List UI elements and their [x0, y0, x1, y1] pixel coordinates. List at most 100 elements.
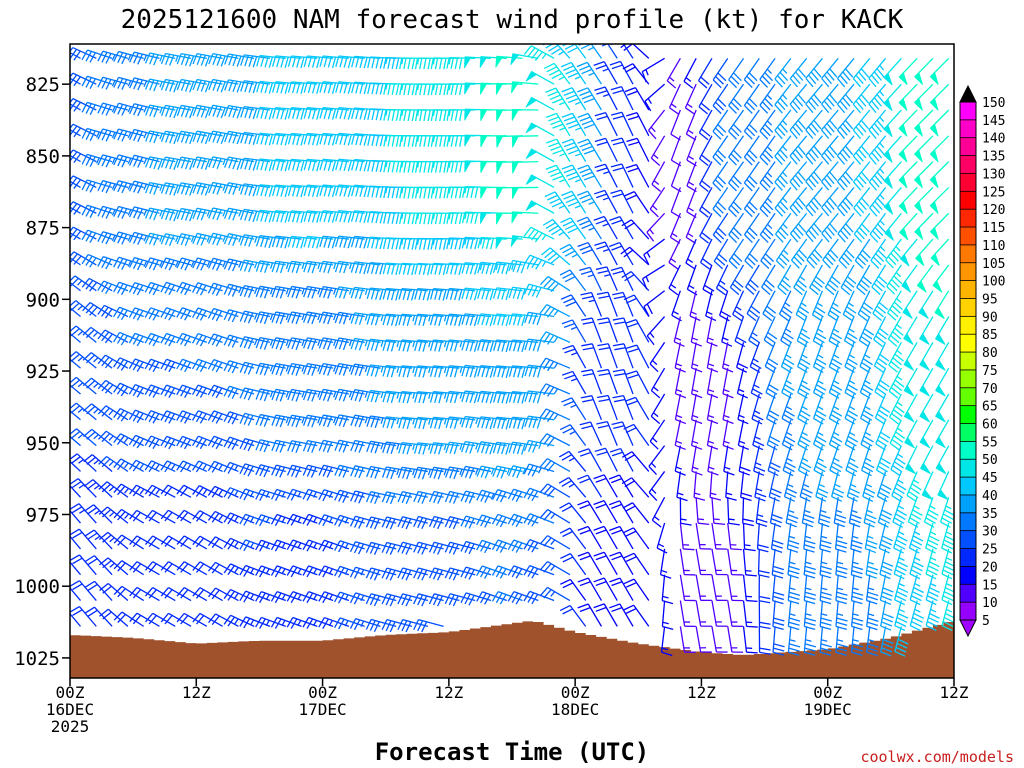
wind-barb	[286, 464, 318, 478]
wind-barb	[761, 264, 776, 296]
wind-barb	[129, 103, 160, 117]
wind-barb	[70, 484, 82, 498]
wind-barb	[334, 514, 365, 527]
wind-barb	[255, 362, 286, 376]
wind-barb	[223, 411, 255, 425]
wind-barb	[476, 489, 507, 503]
wind-barb	[414, 365, 444, 378]
wind-barb	[581, 369, 603, 395]
wind-barb	[445, 365, 476, 378]
wind-barb	[144, 257, 176, 271]
colorbar-label: 90	[982, 310, 998, 325]
wind-barb	[270, 591, 302, 604]
wind-barb	[223, 436, 255, 450]
wind-barb	[81, 229, 113, 244]
wind-barb	[577, 474, 603, 498]
wind-barb	[906, 471, 922, 503]
wind-barb	[160, 535, 192, 550]
wind-barb	[805, 212, 823, 243]
wind-barb	[625, 370, 650, 395]
wind-barb	[837, 212, 855, 243]
wind-barb	[562, 344, 587, 369]
colorbar-segment	[960, 244, 976, 264]
wind-barb	[666, 58, 681, 89]
wind-barb	[224, 130, 255, 145]
wind-barb	[286, 591, 318, 604]
wind-barb	[476, 441, 507, 455]
wind-barb	[542, 218, 571, 240]
wind-barb	[113, 50, 144, 65]
wind-barb	[144, 561, 176, 576]
wind-barb	[192, 52, 223, 67]
wind-barb	[774, 187, 792, 217]
wind-barb	[868, 109, 887, 139]
wind-barb	[145, 130, 176, 144]
wind-barb	[608, 500, 634, 524]
wind-barb	[577, 87, 603, 111]
wind-barb	[539, 383, 571, 397]
wind-barb	[742, 574, 758, 603]
wind-barb	[286, 488, 318, 501]
x-tick-label: 12Z	[687, 683, 716, 702]
wind-barb	[919, 367, 934, 397]
wind-barb	[510, 235, 539, 247]
wind-barb	[712, 83, 729, 114]
wind-barb	[774, 109, 792, 140]
wind-barb	[925, 548, 940, 580]
wind-barb	[835, 626, 848, 656]
wind-barb	[577, 138, 603, 162]
wind-barb	[879, 574, 894, 605]
y-axis: 825 850 875 900 925 950 975 1000 1025	[14, 74, 70, 670]
wind-barb	[623, 604, 650, 627]
wind-barb	[903, 367, 918, 397]
wind-barb	[255, 235, 286, 249]
wind-barb	[70, 587, 82, 601]
wind-barb	[160, 281, 192, 296]
wind-barb	[493, 365, 523, 378]
wind-barb	[271, 260, 302, 274]
wind-barb	[224, 105, 255, 119]
wind-barb	[113, 560, 145, 576]
wind-barb	[831, 471, 845, 502]
wind-barb	[850, 600, 864, 631]
wind-barb	[659, 548, 672, 579]
wind-barb	[668, 264, 681, 296]
wind-barb	[287, 81, 318, 94]
wind-barb	[271, 388, 302, 402]
x-tick-label: 12Z	[434, 683, 463, 702]
wind-barb	[492, 287, 523, 301]
wind-barb	[919, 342, 934, 371]
wind-barb	[789, 83, 808, 114]
wind-barb	[914, 161, 934, 189]
wind-barb	[893, 522, 908, 554]
wind-barb	[668, 83, 681, 115]
wind-barb	[745, 264, 760, 295]
wind-barb	[272, 158, 302, 172]
wind-barb	[70, 402, 97, 421]
wind-barb	[97, 231, 129, 245]
wind-barb	[887, 290, 903, 321]
wind-barb	[866, 626, 879, 657]
wind-barb	[84, 529, 113, 550]
wind-barb	[99, 608, 129, 627]
wind-barb	[891, 471, 907, 503]
wind-barb	[287, 107, 318, 120]
wind-barb	[722, 419, 734, 450]
wind-barb	[192, 182, 223, 196]
wind-barb	[366, 415, 397, 429]
wind-barb	[546, 138, 571, 162]
wind-barb	[445, 287, 476, 301]
wind-barb	[208, 52, 239, 67]
colorbar-label: 70	[982, 382, 998, 397]
wind-barb	[287, 235, 318, 249]
wind-barb	[84, 606, 113, 627]
wind-barb	[99, 583, 129, 602]
wind-barb	[398, 416, 428, 430]
wind-barb	[70, 428, 97, 447]
wind-barb	[742, 600, 758, 628]
wind-barb	[743, 83, 760, 114]
y-tick-label: 950	[26, 433, 60, 455]
wind-barb	[559, 502, 587, 524]
wind-barb	[239, 590, 271, 603]
wind-barb	[727, 626, 744, 653]
